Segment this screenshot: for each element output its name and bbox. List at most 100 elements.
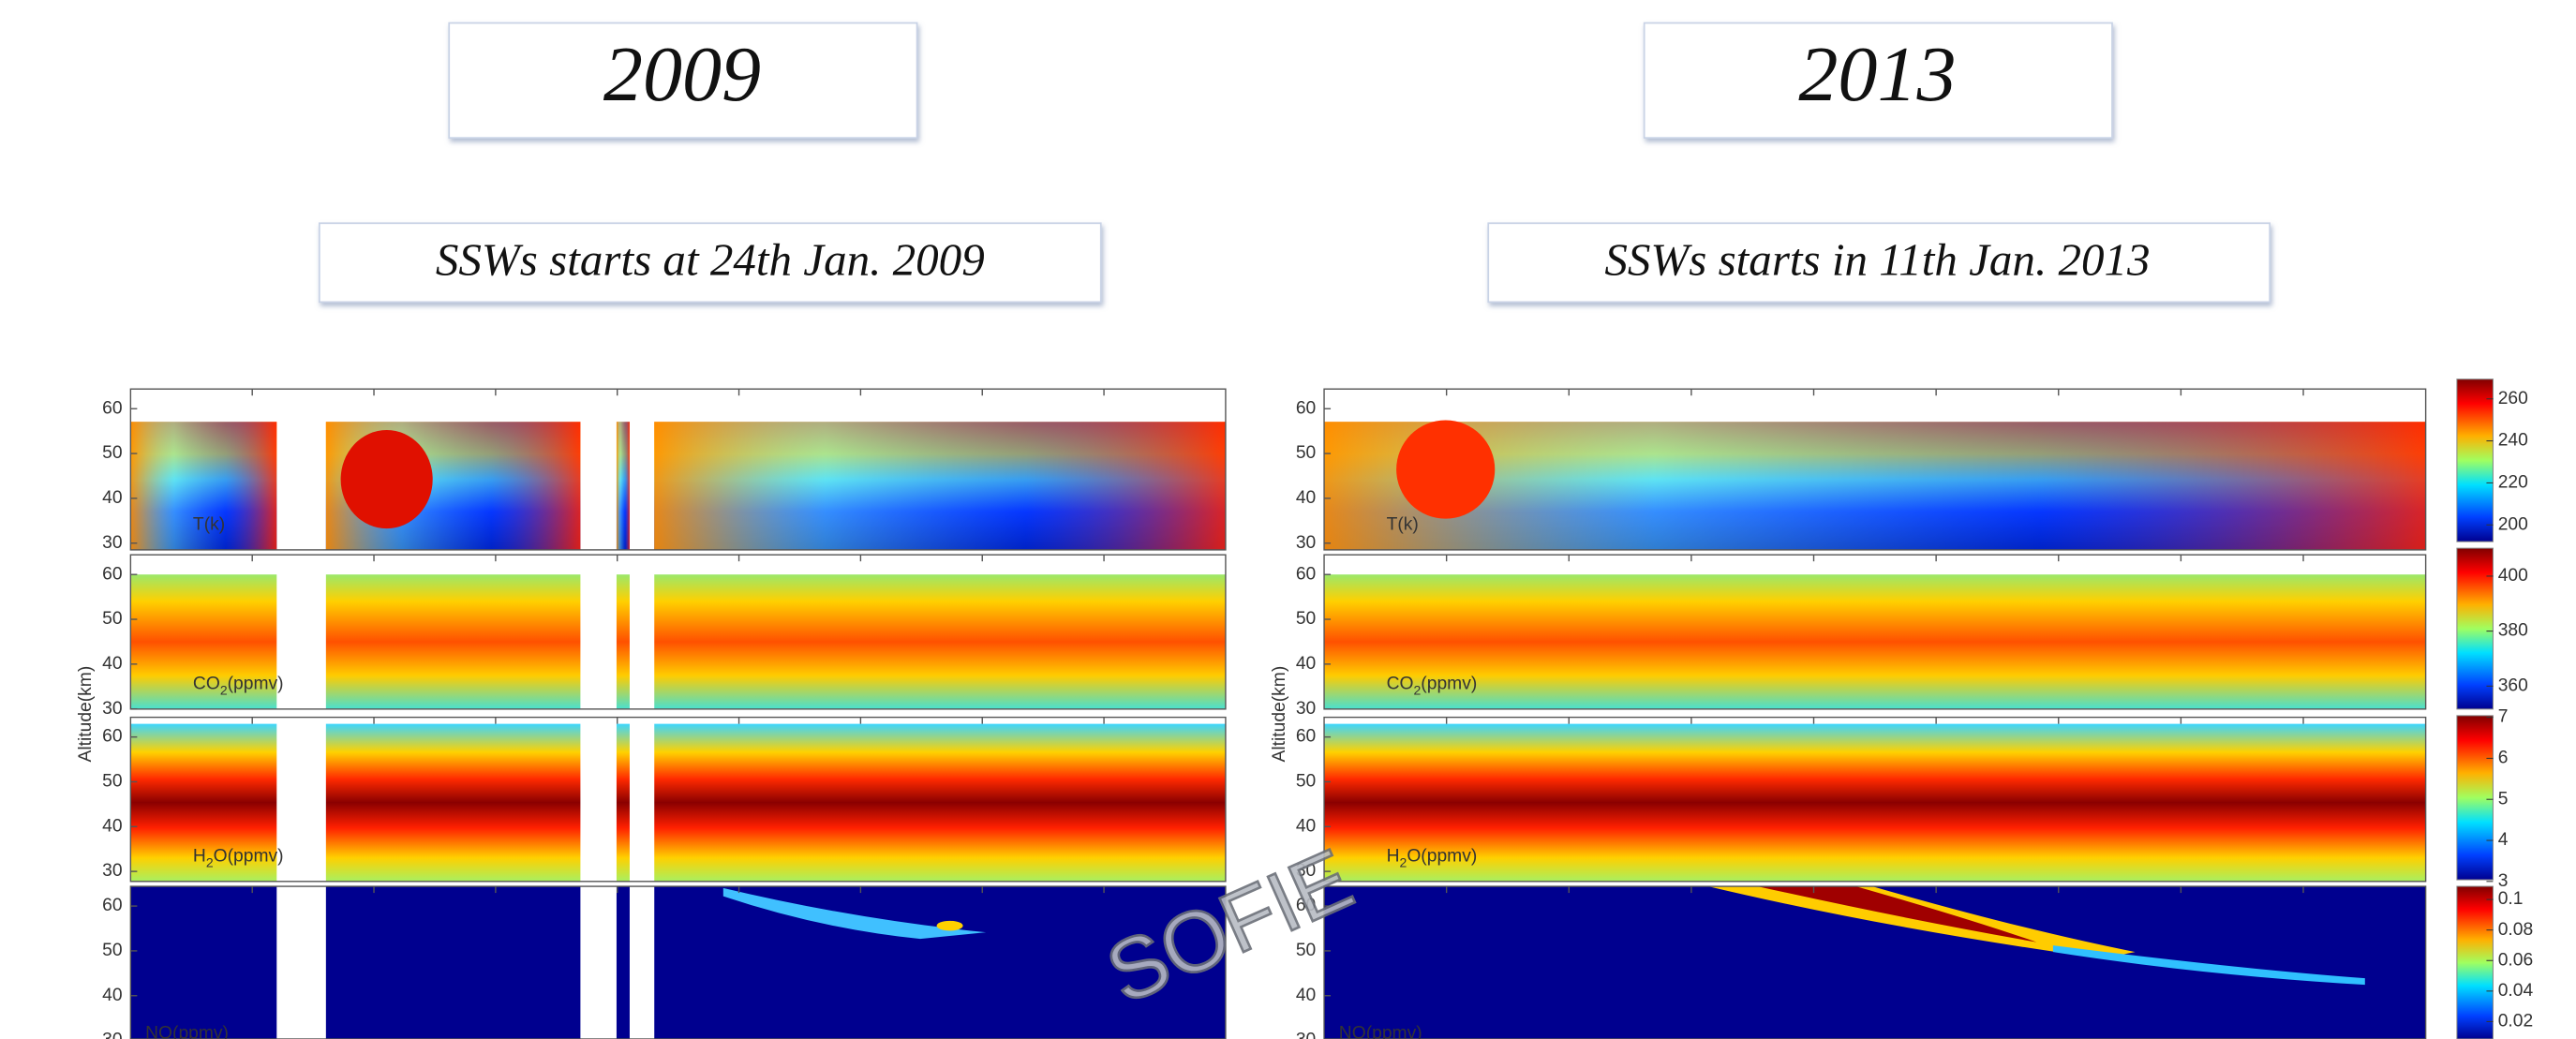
y-tick-label: 40 — [1296, 986, 1316, 1005]
contour-streak — [2052, 945, 2365, 986]
y-axis-label: Altitude(km) — [76, 666, 96, 763]
contour-field — [654, 886, 1226, 1039]
y-tick-label: 60 — [1296, 564, 1316, 584]
contour-field — [130, 422, 277, 550]
contour-field — [130, 723, 277, 882]
colorbar — [2456, 547, 2494, 710]
contour-field — [1324, 723, 2426, 882]
contour-field — [654, 422, 1226, 550]
panel-label-name: CO — [193, 675, 220, 694]
contour-field — [130, 574, 277, 709]
panel-label: H2O(ppmv) — [193, 847, 284, 870]
contour-field — [616, 574, 630, 709]
contour-field — [1324, 574, 2426, 709]
colorbar-tick-label: 0.1 — [2498, 889, 2524, 909]
panel-label-subscript: 2 — [220, 682, 228, 697]
contour-blob — [340, 430, 433, 529]
y-tick-label: 60 — [102, 896, 122, 915]
y-tick-label: 50 — [102, 443, 122, 463]
y-tick-label: 40 — [1296, 654, 1316, 674]
colorbar-tick-label: 260 — [2498, 389, 2528, 408]
panel-label: T(k) — [193, 515, 225, 535]
contour-field — [654, 723, 1226, 882]
panel-frame — [129, 388, 1227, 551]
year-title: 2013 — [1798, 31, 1956, 118]
panel-label: NO(ppmv) — [145, 1024, 229, 1039]
contour-field — [130, 886, 277, 1039]
contour-field — [616, 886, 630, 1039]
y-tick-label: 60 — [102, 727, 122, 747]
event-title: SSWs starts in 11th Jan. 2013 — [1604, 233, 2150, 285]
y-tick-label: 30 — [1296, 533, 1316, 553]
colorbar-tick-label: 0.08 — [2498, 920, 2534, 940]
panel-label-name: H — [1387, 847, 1400, 867]
colorbar-tick-label: 7 — [2498, 707, 2509, 727]
y-tick-label: 40 — [102, 986, 122, 1005]
contour-blob — [936, 920, 963, 931]
event-box: SSWs starts at 24th Jan. 2009 — [318, 222, 1102, 304]
colorbar-tick-label: 6 — [2498, 749, 2509, 768]
panel-frame — [1323, 388, 2427, 551]
panel-label-subscript: 2 — [1414, 682, 1422, 697]
colorbar-tick-label: 3 — [2498, 871, 2509, 891]
panel-label-name: NO(ppmv) — [145, 1024, 229, 1039]
panel-frame — [129, 554, 1227, 710]
y-tick-label: 60 — [102, 398, 122, 418]
y-axis-label: Altitude(km) — [1270, 666, 1289, 763]
panel-label-unit: O(ppmv) — [1407, 847, 1477, 867]
contour-field — [654, 574, 1226, 709]
y-tick-label: 30 — [1296, 699, 1316, 719]
colorbar-tick-label: 0.06 — [2498, 950, 2534, 970]
colorbar — [2456, 378, 2494, 542]
event-title: SSWs starts at 24th Jan. 2009 — [436, 233, 985, 285]
panel-label-name: T(k) — [1387, 515, 1419, 535]
y-tick-label: 50 — [1296, 609, 1316, 629]
y-tick-label: 50 — [1296, 443, 1316, 463]
panel-label-name: T(k) — [193, 515, 225, 535]
y-tick-label: 40 — [102, 654, 122, 674]
colorbar-tick-label: 220 — [2498, 473, 2528, 493]
colorbar-tick-label: 400 — [2498, 566, 2528, 586]
colorbar-tick-label: 5 — [2498, 789, 2509, 809]
colorbar-tick-label: 0.04 — [2498, 981, 2534, 1001]
plot — [130, 422, 1226, 1039]
panel-label-name: NO(ppmv) — [1339, 1024, 1422, 1039]
y-tick-label: 60 — [1296, 727, 1316, 747]
y-tick-label: 30 — [1296, 861, 1316, 881]
y-tick-label: 30 — [102, 861, 122, 881]
y-tick-label: 40 — [102, 488, 122, 508]
y-tick-label: 60 — [1296, 896, 1316, 915]
panel-frame — [129, 716, 1227, 883]
year-box: 2009 — [448, 22, 918, 140]
panel-frame — [1323, 554, 2427, 710]
y-tick-label: 40 — [1296, 816, 1316, 836]
contour-field — [1324, 422, 2426, 550]
contour-field — [616, 723, 630, 882]
y-tick-label: 50 — [102, 609, 122, 629]
panel-frame — [1323, 885, 2427, 1039]
y-tick-label: 60 — [102, 564, 122, 584]
y-tick-label: 30 — [1296, 1031, 1316, 1039]
plot — [1324, 420, 2426, 1039]
contour-field — [325, 886, 581, 1039]
contour-field — [325, 723, 581, 882]
colorbar-tick-label: 4 — [2498, 830, 2509, 850]
y-tick-label: 50 — [102, 941, 122, 960]
panel-label: CO2(ppmv) — [1387, 675, 1478, 698]
panel-frame — [1323, 716, 2427, 883]
y-tick-label: 40 — [1296, 488, 1316, 508]
panel-label-subscript: 2 — [1400, 854, 1407, 869]
colorbar-tick-label: 360 — [2498, 675, 2528, 695]
colorbar — [2456, 885, 2494, 1039]
colorbar — [2456, 715, 2494, 881]
colorbar-tick-label: 200 — [2498, 514, 2528, 534]
panel-label: CO2(ppmv) — [193, 675, 284, 698]
contour-streak — [722, 887, 987, 940]
panel-label-subscript: 2 — [206, 854, 214, 869]
y-tick-label: 50 — [1296, 772, 1316, 792]
y-tick-label: 30 — [102, 1031, 122, 1039]
colorbar-tick-label: 0.02 — [2498, 1012, 2534, 1032]
year-box: 2013 — [1643, 22, 2113, 140]
event-box: SSWs starts in 11th Jan. 2013 — [1487, 222, 2271, 304]
